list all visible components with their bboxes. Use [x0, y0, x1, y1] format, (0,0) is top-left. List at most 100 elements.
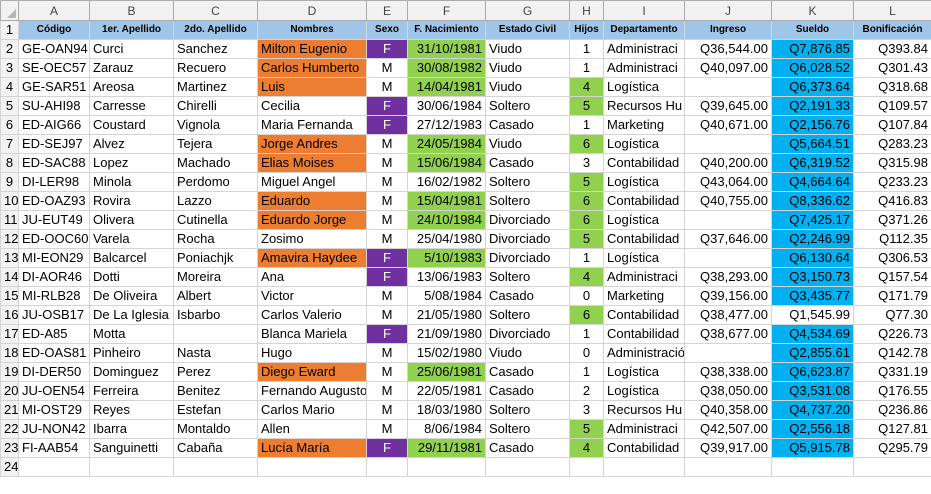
- cell-primer-apellido[interactable]: Rovira: [89, 191, 174, 211]
- cell-estado-civil[interactable]: Soltero: [485, 305, 570, 325]
- cell-fecha-nacimiento[interactable]: 25/04/1980: [407, 229, 486, 249]
- cell-nombres[interactable]: Carlos Mario: [257, 400, 367, 420]
- row-header[interactable]: 4: [0, 77, 19, 97]
- cell-estado-civil[interactable]: Viudo: [485, 58, 570, 78]
- cell-sexo[interactable]: M: [366, 77, 408, 97]
- row-header[interactable]: 15: [0, 286, 19, 306]
- column-header-a[interactable]: A: [18, 0, 90, 21]
- cell-fecha-nacimiento[interactable]: 18/03/1980: [407, 400, 486, 420]
- cell-departamento[interactable]: Contabilidad: [603, 153, 685, 173]
- column-header-h[interactable]: H: [569, 0, 604, 21]
- cell-primer-apellido[interactable]: Carresse: [89, 96, 174, 116]
- cell-codigo[interactable]: [18, 457, 90, 477]
- cell-estado-civil[interactable]: Casado: [485, 115, 570, 135]
- cell-nombres[interactable]: Carlos Valerio: [257, 305, 367, 325]
- cell-codigo[interactable]: JU-NON42: [18, 419, 90, 439]
- cell-sueldo[interactable]: [771, 457, 854, 477]
- cell-sexo[interactable]: M: [366, 134, 408, 154]
- cell-codigo[interactable]: DI-AOR46: [18, 267, 90, 287]
- row-header[interactable]: 1: [0, 20, 19, 40]
- cell-bonificacion[interactable]: Q283.23: [853, 134, 931, 154]
- row-header[interactable]: 22: [0, 419, 19, 439]
- cell-hijos[interactable]: 3: [569, 400, 604, 420]
- cell-estado-civil[interactable]: Soltero: [485, 400, 570, 420]
- column-header-g[interactable]: G: [485, 0, 570, 21]
- row-header[interactable]: 13: [0, 248, 19, 268]
- cell-fecha-nacimiento[interactable]: 25/06/1981: [407, 362, 486, 382]
- cell-segundo-apellido[interactable]: Isbarbo: [173, 305, 258, 325]
- cell-estado-civil[interactable]: Soltero: [485, 267, 570, 287]
- cell-sueldo[interactable]: Q6,623.87: [771, 362, 854, 382]
- cell-departamento[interactable]: Contabilidad: [603, 229, 685, 249]
- cell-estado-civil[interactable]: Casado: [485, 381, 570, 401]
- cell-codigo[interactable]: SE-OEC57: [18, 58, 90, 78]
- field-header-nombres[interactable]: Nombres: [257, 20, 367, 40]
- cell-ingreso[interactable]: Q38,050.00: [684, 381, 772, 401]
- field-header-codigo[interactable]: Código: [18, 20, 90, 40]
- cell-sueldo[interactable]: Q3,531.08: [771, 381, 854, 401]
- cell-departamento[interactable]: Administraci: [603, 58, 685, 78]
- cell-departamento[interactable]: Contabilidad: [603, 324, 685, 344]
- field-header-segundo-apellido[interactable]: 2do. Apellido: [173, 20, 258, 40]
- cell-estado-civil[interactable]: Viudo: [485, 77, 570, 97]
- cell-estado-civil[interactable]: Soltero: [485, 96, 570, 116]
- cell-ingreso[interactable]: [684, 210, 772, 230]
- cell-codigo[interactable]: MI-EON29: [18, 248, 90, 268]
- cell-nombres[interactable]: Maria Fernanda: [257, 115, 367, 135]
- cell-primer-apellido[interactable]: Balcarcel: [89, 248, 174, 268]
- row-header[interactable]: 2: [0, 39, 19, 59]
- cell-fecha-nacimiento[interactable]: 27/12/1983: [407, 115, 486, 135]
- cell-ingreso[interactable]: Q40,200.00: [684, 153, 772, 173]
- cell-hijos[interactable]: 1: [569, 115, 604, 135]
- column-header-k[interactable]: K: [771, 0, 854, 21]
- cell-fecha-nacimiento[interactable]: 24/10/1984: [407, 210, 486, 230]
- cell-nombres[interactable]: Fernando Augusto: [257, 381, 367, 401]
- cell-departamento[interactable]: Logística: [603, 248, 685, 268]
- cell-sueldo[interactable]: Q6,319.52: [771, 153, 854, 173]
- cell-sexo[interactable]: M: [366, 381, 408, 401]
- cell-sexo[interactable]: F: [366, 267, 408, 287]
- column-header-i[interactable]: I: [603, 0, 685, 21]
- cell-primer-apellido[interactable]: Reyes: [89, 400, 174, 420]
- cell-primer-apellido[interactable]: Coustard: [89, 115, 174, 135]
- cell-sueldo[interactable]: Q1,545.99: [771, 305, 854, 325]
- field-header-primer-apellido[interactable]: 1er. Apellido: [89, 20, 174, 40]
- cell-hijos[interactable]: 1: [569, 324, 604, 344]
- cell-hijos[interactable]: 3: [569, 153, 604, 173]
- cell-departamento[interactable]: Contabilidad: [603, 305, 685, 325]
- cell-nombres[interactable]: Hugo: [257, 343, 367, 363]
- cell-estado-civil[interactable]: Viudo: [485, 343, 570, 363]
- cell-ingreso[interactable]: Q40,755.00: [684, 191, 772, 211]
- cell-hijos[interactable]: 1: [569, 362, 604, 382]
- cell-estado-civil[interactable]: Divorciado: [485, 248, 570, 268]
- cell-estado-civil[interactable]: Casado: [485, 438, 570, 458]
- cell-primer-apellido[interactable]: Ferreira: [89, 381, 174, 401]
- field-header-sueldo[interactable]: Sueldo: [771, 20, 854, 40]
- cell-fecha-nacimiento[interactable]: 15/06/1984: [407, 153, 486, 173]
- cell-codigo[interactable]: GE-OAN94: [18, 39, 90, 59]
- cell-bonificacion[interactable]: Q416.83: [853, 191, 931, 211]
- cell-ingreso[interactable]: Q38,338.00: [684, 362, 772, 382]
- cell-departamento[interactable]: Administraci: [603, 39, 685, 59]
- cell-primer-apellido[interactable]: Dominguez: [89, 362, 174, 382]
- cell-ingreso[interactable]: [684, 457, 772, 477]
- cell-bonificacion[interactable]: Q112.35: [853, 229, 931, 249]
- column-header-f[interactable]: F: [407, 0, 486, 21]
- cell-nombres[interactable]: Miguel Angel: [257, 172, 367, 192]
- cell-codigo[interactable]: GE-SAR51: [18, 77, 90, 97]
- cell-primer-apellido[interactable]: Ibarra: [89, 419, 174, 439]
- column-header-c[interactable]: C: [173, 0, 258, 21]
- cell-segundo-apellido[interactable]: Lazzo: [173, 191, 258, 211]
- cell-hijos[interactable]: 1: [569, 58, 604, 78]
- cell-primer-apellido[interactable]: De Oliveira: [89, 286, 174, 306]
- cell-ingreso[interactable]: Q40,358.00: [684, 400, 772, 420]
- cell-departamento[interactable]: Marketing: [603, 286, 685, 306]
- cell-codigo[interactable]: DI-LER98: [18, 172, 90, 192]
- cell-primer-apellido[interactable]: Motta: [89, 324, 174, 344]
- row-header[interactable]: 14: [0, 267, 19, 287]
- cell-hijos[interactable]: 6: [569, 191, 604, 211]
- cell-hijos[interactable]: 2: [569, 381, 604, 401]
- cell-sexo[interactable]: [366, 457, 408, 477]
- cell-fecha-nacimiento[interactable]: [407, 457, 486, 477]
- cell-primer-apellido[interactable]: Areosa: [89, 77, 174, 97]
